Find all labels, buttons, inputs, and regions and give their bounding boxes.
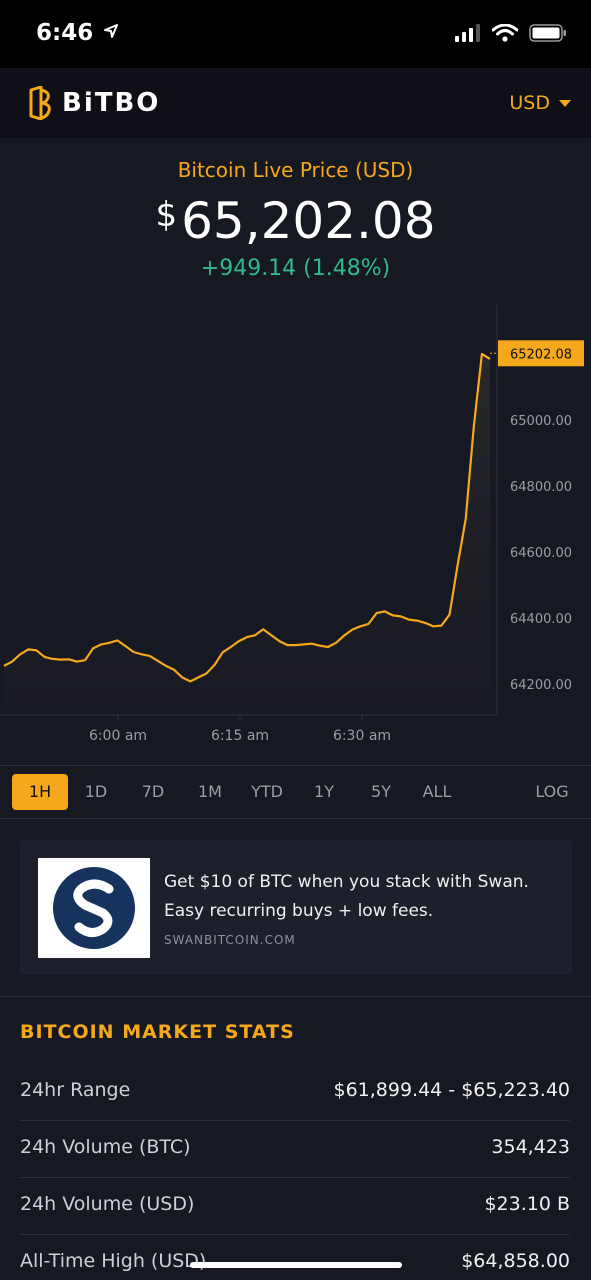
y-tick-label: 64200.00: [510, 678, 572, 693]
app-header: BiTBO USD: [0, 68, 591, 138]
brand-name: BiTBO: [62, 88, 161, 118]
section-divider: [0, 996, 591, 997]
y-tick-label: 64800.00: [510, 480, 572, 495]
price-currency-symbol: $: [155, 195, 178, 235]
stat-label: 24h Volume (USD): [20, 1193, 195, 1215]
market-stats-title: BITCOIN MARKET STATS: [20, 1021, 295, 1043]
time-range-tabs: LOG 1H 1D 7D 1M YTD 1Y 5Y ALL: [0, 765, 591, 819]
stat-value: $64,858.00: [461, 1250, 570, 1272]
x-tick-label: 6:30 am: [333, 728, 391, 744]
stat-value: 354,423: [491, 1136, 570, 1158]
stat-row-24hr-range: 24hr Range $61,899.44 - $65,223.40: [20, 1064, 570, 1121]
tab-7d[interactable]: 7D: [141, 782, 165, 801]
price-chart[interactable]: 64200.00 64400.00 64600.00 64800.00 65000.00…: [0, 305, 591, 765]
stat-label: All-Time High (USD): [20, 1250, 207, 1272]
bitbo-logo[interactable]: BiTBO: [28, 86, 160, 120]
price-block: Bitcoin Live Price (USD) $65,202.08 +949…: [0, 158, 591, 281]
stat-label: 24hr Range: [20, 1079, 131, 1101]
location-arrow-icon: [104, 24, 119, 38]
status-bar: 6:46: [0, 0, 591, 68]
tab-1h[interactable]: 1H: [12, 774, 68, 810]
currency-dropdown[interactable]: USD: [509, 92, 571, 114]
current-price-label: 65202.08: [510, 347, 572, 362]
x-tick-label: 6:15 am: [211, 728, 269, 744]
current-price-box: [498, 340, 584, 367]
stat-value: $23.10 B: [484, 1193, 570, 1215]
status-icons: [454, 23, 567, 46]
stat-label: 24h Volume (BTC): [20, 1136, 191, 1158]
y-tick-label: 65000.00: [510, 414, 572, 429]
wifi-icon: [491, 23, 519, 42]
home-indicator[interactable]: [190, 1262, 402, 1268]
tab-1m[interactable]: 1M: [198, 782, 222, 801]
battery-icon: [529, 24, 566, 42]
price-title: Bitcoin Live Price (USD): [177, 158, 414, 182]
y-tick-label: 64400.00: [510, 612, 572, 627]
ad-domain[interactable]: SWANBITCOIN.COM: [164, 933, 296, 947]
swan-logo-icon: [53, 867, 135, 949]
status-time: 6:46: [36, 20, 119, 46]
bitbo-logo-icon: [29, 86, 51, 120]
y-tick-label: 64600.00: [510, 546, 572, 561]
price-value-container: $65,202.08: [0, 192, 591, 250]
tab-1d[interactable]: 1D: [84, 782, 108, 801]
tab-all[interactable]: ALL: [422, 782, 452, 801]
x-tick-label: 6:00 am: [89, 728, 147, 744]
price-value: 65,202.08: [181, 192, 436, 250]
log-scale-toggle[interactable]: LOG: [535, 782, 569, 801]
ad-text: Get $10 of BTC when you stack with Swan.…: [164, 872, 529, 921]
caret-down-icon: [559, 99, 571, 107]
sponsored-ad-card[interactable]: Get $10 of BTC when you stack with Swan.…: [20, 840, 572, 975]
price-chart-svg[interactable]: 64200.00 64400.00 64600.00 64800.00 65000.00…: [0, 305, 591, 765]
stat-value: $61,899.44 - $65,223.40: [333, 1079, 570, 1101]
price-line: [3, 352, 491, 683]
tab-ytd[interactable]: YTD: [251, 782, 283, 801]
signal-icon: [454, 24, 480, 42]
tab-5y[interactable]: 5Y: [371, 782, 391, 801]
stat-row-24h-volume-usd: 24h Volume (USD) $23.10 B: [20, 1178, 570, 1235]
currency-label: USD: [509, 92, 550, 114]
tab-1y[interactable]: 1Y: [314, 782, 334, 801]
price-change: +949.14 (1.48%): [200, 256, 391, 281]
swan-logo: [38, 858, 150, 958]
stat-row-24h-volume-btc: 24h Volume (BTC) 354,423: [20, 1121, 570, 1178]
stat-row-all-time-high: All-Time High (USD) $64,858.00: [20, 1235, 570, 1280]
